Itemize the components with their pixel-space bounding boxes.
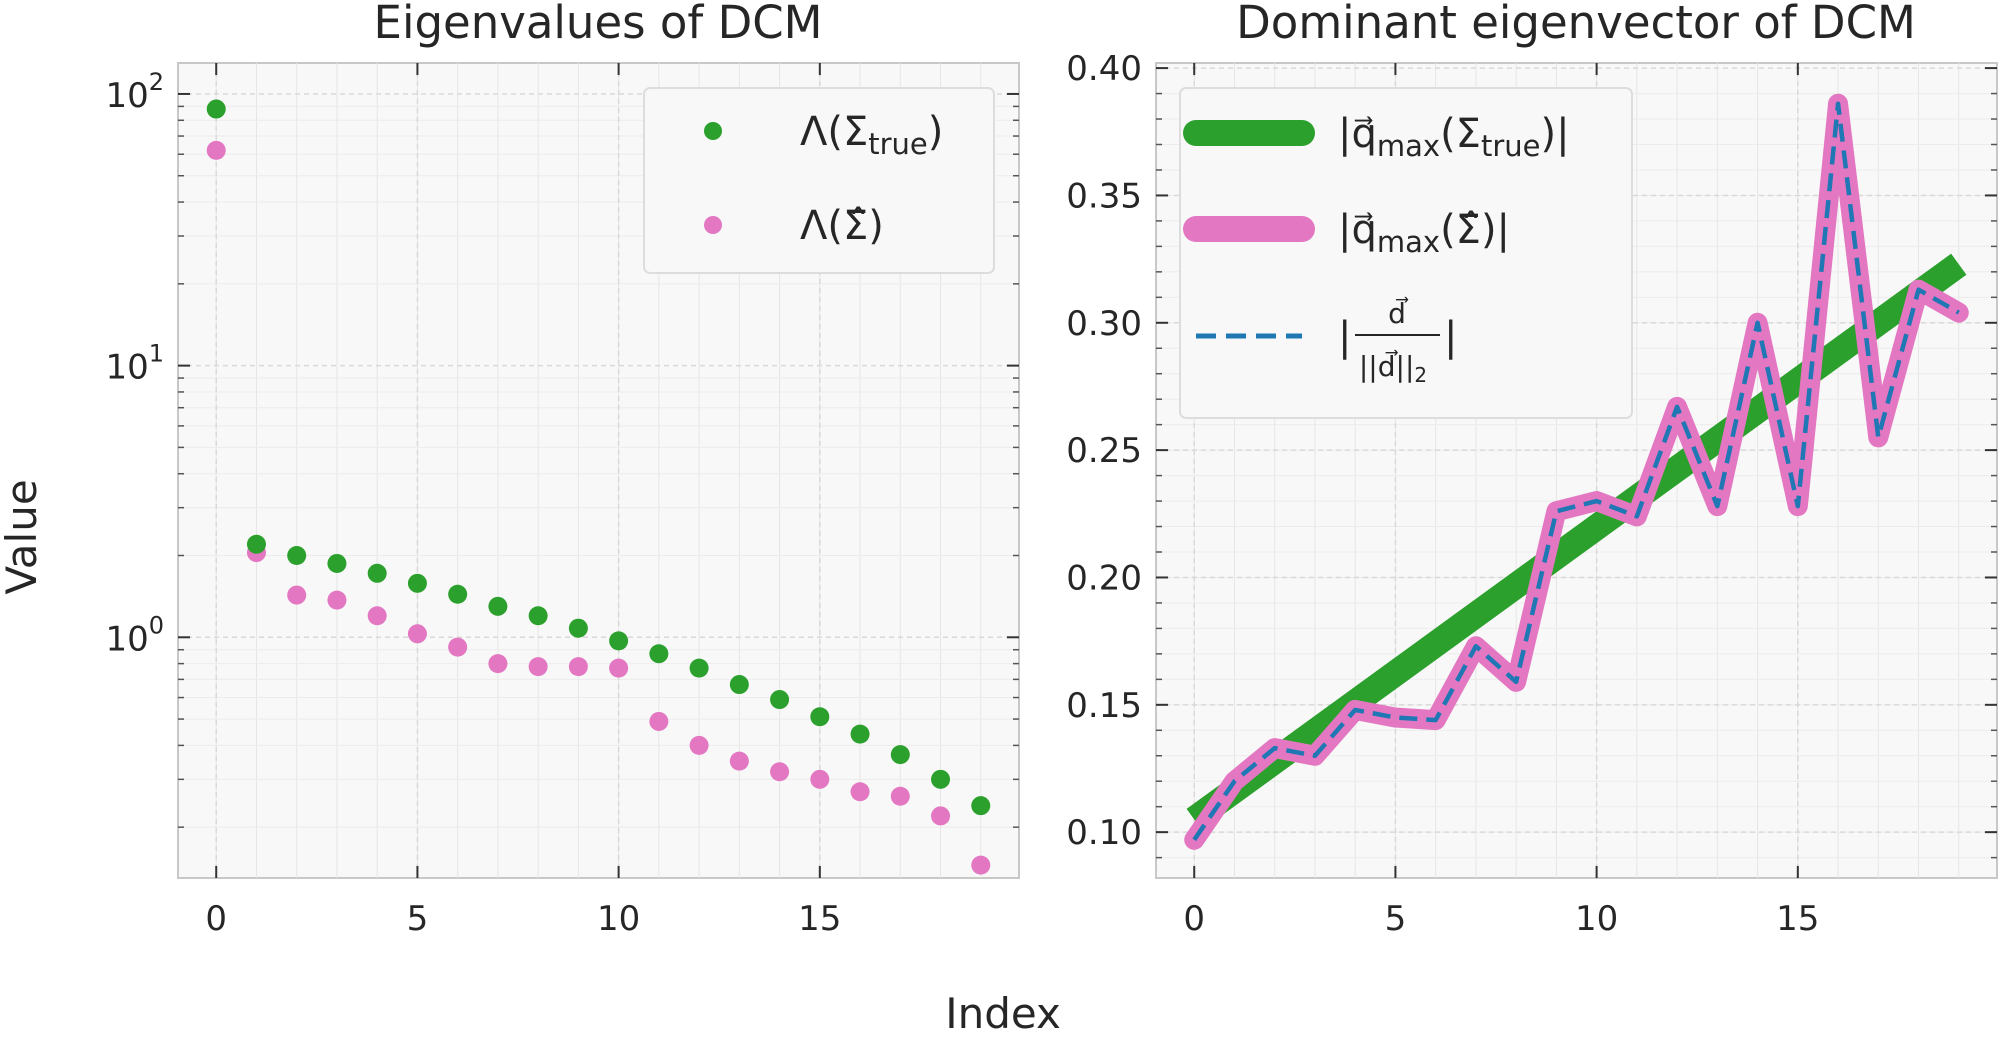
point-true bbox=[770, 690, 790, 710]
x-tick-label: 5 bbox=[407, 899, 429, 939]
point-true bbox=[729, 675, 749, 695]
point-estimate bbox=[528, 657, 548, 677]
eigenvalues-legend: Λ(Σtrue) Λ(Σ̂) bbox=[643, 87, 995, 274]
eigenvector-title: Dominant eigenvector of DCM bbox=[1236, 0, 1916, 49]
point-estimate bbox=[689, 735, 709, 755]
x-tick-label: 10 bbox=[597, 899, 640, 939]
y-axis-label: Value bbox=[0, 479, 46, 594]
legend-label-d: | d⃗ ||d⃗||2 | bbox=[1338, 296, 1457, 387]
y-tick-label: 102 bbox=[105, 68, 164, 116]
y-tick-label: 0.25 bbox=[1066, 431, 1142, 471]
point-estimate bbox=[407, 624, 427, 644]
point-true bbox=[488, 596, 508, 616]
point-true bbox=[689, 658, 709, 678]
point-estimate bbox=[206, 140, 226, 160]
x-tick-label: 0 bbox=[1183, 899, 1205, 939]
eigenvalues-title: Eigenvalues of DCM bbox=[374, 0, 823, 49]
y-tick-label: 0.10 bbox=[1066, 813, 1142, 853]
line-q-true bbox=[1186, 253, 1967, 830]
point-true bbox=[528, 606, 548, 626]
line-d-normalized bbox=[1192, 101, 1960, 842]
point-estimate bbox=[568, 657, 588, 677]
x-tick-label: 10 bbox=[1575, 899, 1618, 939]
point-true bbox=[971, 796, 991, 816]
legend-label-estimate: Λ(Σ̂) bbox=[800, 203, 884, 249]
legend-label-true: Λ(Σtrue) bbox=[800, 109, 943, 161]
legend-label-q-true: |q⃗max(Σtrue)| bbox=[1338, 111, 1570, 163]
eigenvalues-points bbox=[206, 99, 991, 875]
point-estimate bbox=[609, 658, 629, 678]
point-true bbox=[287, 546, 307, 566]
y-tick-label: 0.20 bbox=[1066, 558, 1142, 598]
point-true bbox=[246, 534, 266, 554]
eigenvalues-grid bbox=[178, 63, 1019, 878]
legend-marker-estimate bbox=[704, 216, 722, 234]
point-true bbox=[890, 745, 910, 765]
legend-label-q-estimate: |q⃗max(Σ̂)| bbox=[1338, 207, 1510, 259]
eigenvector-panel: 0 5 10 15 0.10 0.15 0.20 0.25 0.30 0.35 0.40 Domin… bbox=[1066, 0, 1998, 939]
point-estimate bbox=[770, 762, 790, 782]
eigenvector-legend: |q⃗max(Σtrue)| |q⃗max(Σ̂)| | d⃗ ||d⃗||2 … bbox=[1179, 87, 1633, 419]
point-estimate bbox=[448, 637, 468, 657]
point-true bbox=[931, 769, 951, 789]
point-true bbox=[448, 584, 468, 604]
point-true bbox=[367, 563, 387, 583]
x-axis-label: Index bbox=[945, 989, 1061, 1038]
point-estimate bbox=[287, 585, 307, 605]
point-estimate bbox=[810, 769, 830, 789]
legend-d-numerator: d⃗ bbox=[1388, 296, 1409, 330]
svg-text:|: | bbox=[1444, 314, 1457, 360]
point-true bbox=[327, 553, 347, 573]
point-estimate bbox=[649, 711, 669, 731]
y-tick-label: 100 bbox=[105, 611, 164, 659]
x-tick-label: 0 bbox=[205, 899, 227, 939]
point-estimate bbox=[488, 654, 508, 674]
y-tick-label: 0.30 bbox=[1066, 304, 1142, 344]
point-estimate bbox=[367, 606, 387, 626]
svg-text:|: | bbox=[1338, 314, 1351, 360]
eigenvalues-legend-box bbox=[643, 87, 995, 274]
legend-d-denominator: ||d⃗||2 bbox=[1359, 349, 1427, 387]
point-true bbox=[568, 618, 588, 638]
eigenvalues-panel: 0 5 10 15 100 101 102 Eigenvalues of DCM Λ(Σtr… bbox=[105, 0, 1020, 939]
point-true bbox=[850, 724, 870, 744]
point-estimate bbox=[729, 751, 749, 771]
point-estimate bbox=[327, 590, 347, 610]
point-true bbox=[609, 631, 629, 651]
point-estimate bbox=[890, 786, 910, 806]
point-true bbox=[407, 573, 427, 593]
eigenvector-lines bbox=[1184, 93, 1969, 850]
point-true bbox=[810, 707, 830, 727]
point-estimate bbox=[931, 806, 951, 826]
point-true bbox=[206, 99, 226, 119]
point-estimate bbox=[850, 782, 870, 802]
y-tick-label: 0.40 bbox=[1066, 49, 1142, 89]
point-estimate bbox=[971, 855, 991, 875]
point-true bbox=[649, 644, 669, 664]
x-tick-label: 15 bbox=[798, 899, 841, 939]
eigenvalues-ticks: 0 5 10 15 100 101 102 bbox=[105, 63, 1019, 939]
y-tick-label: 101 bbox=[105, 340, 164, 388]
y-tick-label: 0.35 bbox=[1066, 176, 1142, 216]
legend-marker-true bbox=[704, 122, 722, 140]
eigenvector-ticks: 0 5 10 15 0.10 0.15 0.20 0.25 0.30 0.35 0.40 bbox=[1066, 49, 1997, 939]
y-tick-label: 0.15 bbox=[1066, 686, 1142, 726]
x-tick-label: 15 bbox=[1776, 899, 1819, 939]
x-tick-label: 5 bbox=[1385, 899, 1407, 939]
